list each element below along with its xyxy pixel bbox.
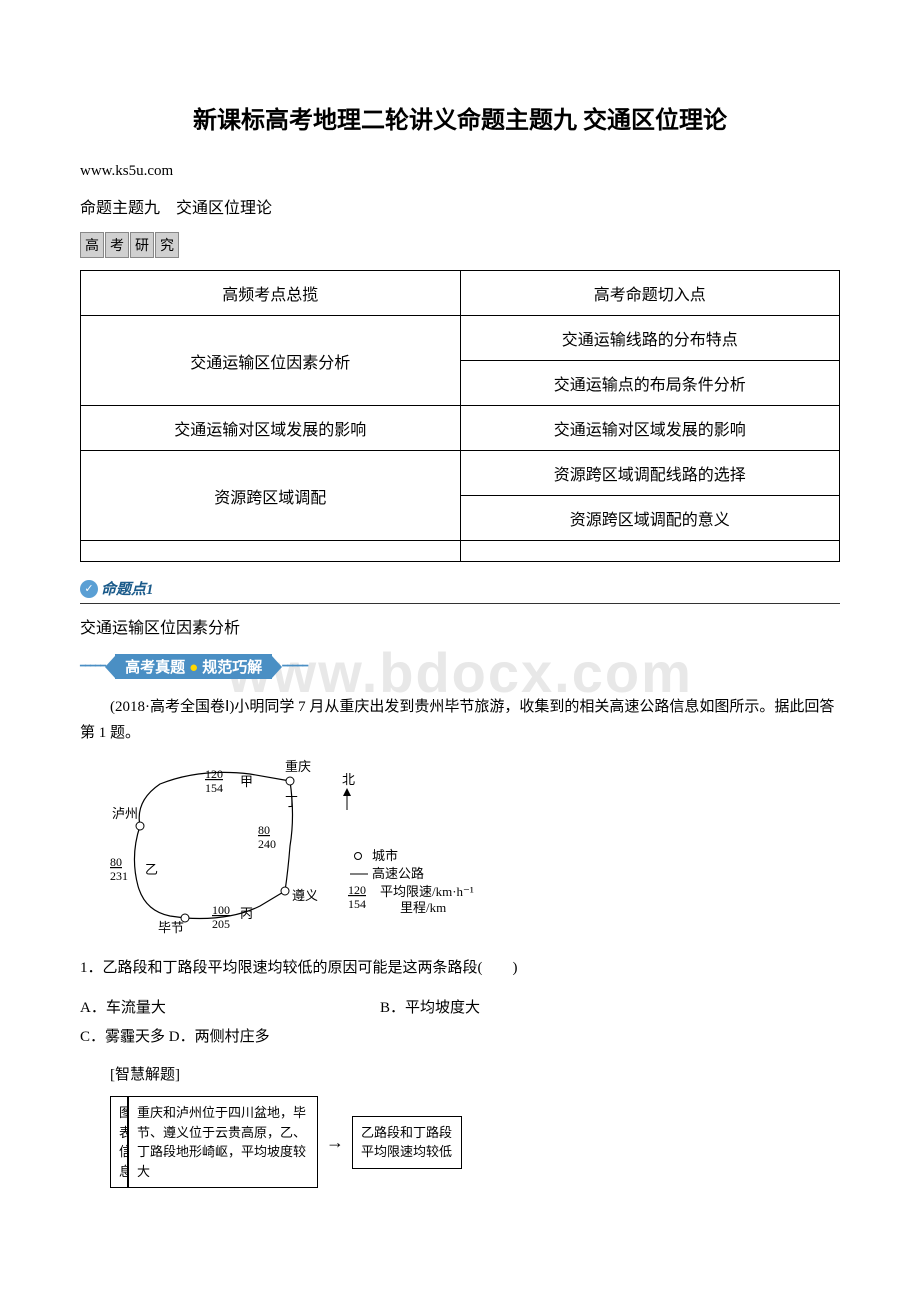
banner-dots-icon: ━━━━━: [282, 661, 307, 672]
banner-left-text: 高考真题: [125, 660, 185, 676]
table-cell: 交通运输区位因素分析: [81, 316, 461, 406]
question-stem: 乙路段和丁路段平均限速均较低的原因可能是这两条路段( ): [103, 960, 518, 976]
table-cell: 交通运输点的布局条件分析: [460, 361, 840, 406]
svg-text:80: 80: [110, 855, 122, 869]
table-cell: 交通运输线路的分布特点: [460, 316, 840, 361]
city-label: 毕节: [158, 920, 184, 935]
svg-text:里程/km: 里程/km: [400, 900, 446, 915]
banner-arrow-left-icon: [105, 656, 115, 678]
table-cell: 资源跨区域调配的意义: [460, 496, 840, 541]
option-b: B．平均坡度大: [380, 994, 480, 1023]
svg-text:240: 240: [258, 837, 276, 851]
question-options: A．车流量大 B．平均坡度大 C．雾霾天多 D．两侧村庄多: [80, 994, 840, 1051]
source-url: www.ks5u.com: [80, 163, 840, 180]
arrow-right-icon: →: [326, 1132, 344, 1153]
table-cell: 资源跨区域调配: [81, 451, 461, 541]
question-text: 1．乙路段和丁路段平均限速均较低的原因可能是这两条路段( ): [80, 955, 840, 982]
banner-text: 高考真题●规范巧解: [115, 654, 272, 679]
svg-text:154: 154: [205, 781, 223, 795]
svg-text:154: 154: [348, 897, 366, 911]
table-row: 高频考点总揽 高考命题切入点: [81, 271, 840, 316]
svg-text:平均限速/km·h⁻¹: 平均限速/km·h⁻¹: [380, 884, 474, 899]
table-cell: 交通运输对区域发展的影响: [81, 406, 461, 451]
divider: [80, 603, 840, 604]
badge-char: 究: [155, 232, 179, 258]
table-row: [81, 541, 840, 562]
topic-badge: ✓ 命题点1: [80, 578, 154, 599]
banner-right-text: 规范巧解: [202, 660, 262, 676]
map-diagram: 重庆 泸州 遵义 毕节 120 154 甲 80 231 乙 100 205 丙…: [110, 756, 840, 941]
subtitle: 命题主题九 交通区位理论: [80, 194, 840, 218]
svg-text:120: 120: [205, 767, 223, 781]
solution-box-label: 图表信息: [110, 1096, 128, 1188]
city-label: 重庆: [285, 759, 311, 774]
table-header-left: 高频考点总揽: [81, 271, 461, 316]
option-d: D．两侧村庄多: [169, 1029, 270, 1045]
solution-box-premise: 重庆和泸州位于四川盆地，毕节、遵义位于云贵高原，乙、丁路段地形崎岖，平均坡度较大: [128, 1096, 318, 1188]
svg-text:205: 205: [212, 917, 230, 931]
solution-label: [智慧解题]: [80, 1063, 840, 1084]
svg-text:100: 100: [212, 903, 230, 917]
page-title: 新课标高考地理二轮讲义命题主题九 交通区位理论: [80, 100, 840, 135]
table-cell: [460, 541, 840, 562]
table-cell: 资源跨区域调配线路的选择: [460, 451, 840, 496]
option-c: C．雾霾天多: [80, 1029, 165, 1045]
svg-text:丁: 丁: [285, 794, 298, 809]
solution-box-result: 乙路段和丁路段平均限速均较低: [352, 1116, 462, 1169]
topics-table: 高频考点总揽 高考命题切入点 交通运输区位因素分析 交通运输线路的分布特点 交通…: [80, 270, 840, 562]
svg-text:231: 231: [110, 869, 128, 883]
svg-text:丙: 丙: [240, 906, 253, 921]
topic-description: 交通运输区位因素分析: [80, 614, 840, 638]
svg-text:乙: 乙: [145, 862, 158, 877]
section-badge: 高考研究: [80, 232, 180, 258]
banner-dot-icon: ●: [189, 660, 198, 676]
table-row: 交通运输对区域发展的影响 交通运输对区域发展的影响: [81, 406, 840, 451]
table-cell: [81, 541, 461, 562]
table-row: 交通运输区位因素分析 交通运输线路的分布特点: [81, 316, 840, 361]
svg-text:120: 120: [348, 883, 366, 897]
section-banner: ━━━━━ 高考真题●规范巧解 ━━━━━: [80, 654, 840, 679]
city-label: 泸州: [112, 806, 138, 821]
solution-diagram: 图表信息 重庆和泸州位于四川盆地，毕节、遵义位于云贵高原，乙、丁路段地形崎岖，平…: [110, 1096, 840, 1188]
option-a: A．车流量大: [80, 994, 380, 1023]
question-number: 1．: [80, 960, 103, 976]
badge-char: 研: [130, 232, 154, 258]
svg-text:高速公路: 高速公路: [372, 866, 424, 881]
city-label: 遵义: [292, 888, 318, 903]
svg-text:甲: 甲: [240, 774, 253, 789]
table-row: 资源跨区域调配 资源跨区域调配线路的选择: [81, 451, 840, 496]
table-cell: 交通运输对区域发展的影响: [460, 406, 840, 451]
banner-dots-icon: ━━━━━: [80, 661, 105, 672]
check-icon: ✓: [80, 580, 98, 598]
svg-text:城市: 城市: [372, 848, 398, 863]
svg-text:北: 北: [342, 772, 355, 787]
badge-char: 高: [80, 232, 104, 258]
table-header-right: 高考命题切入点: [460, 271, 840, 316]
banner-arrow-right-icon: [272, 656, 282, 678]
svg-text:80: 80: [258, 823, 270, 837]
badge-char: 考: [105, 232, 129, 258]
exam-paragraph: (2018·高考全国卷Ⅰ)小明同学 7 月从重庆出发到贵州毕节旅游，收集到的相关…: [80, 695, 840, 746]
topic-number: 命题点1: [101, 578, 154, 599]
